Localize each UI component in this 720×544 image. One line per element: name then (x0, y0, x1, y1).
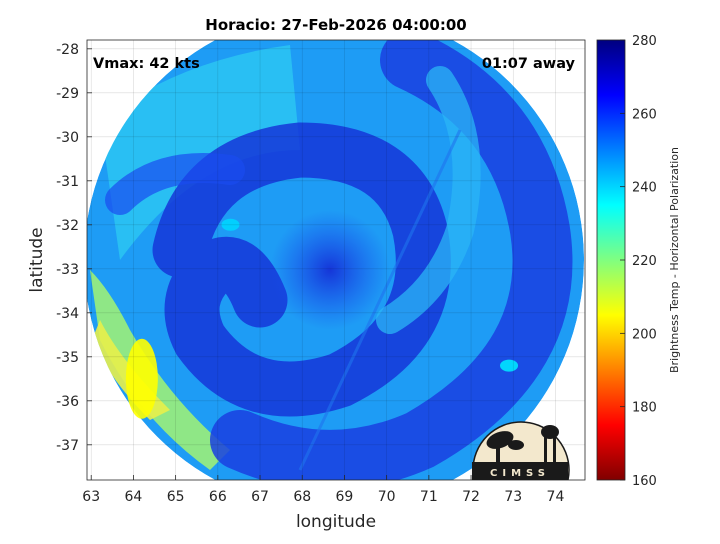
swath-band-nw (100, 45, 300, 260)
x-tick-label: 70 (378, 489, 396, 505)
x-tick-label: 74 (547, 489, 565, 505)
colorbar-tick-label: 160 (632, 474, 657, 489)
x-tick-label: 64 (125, 489, 143, 505)
satellite-dish-small-icon (508, 440, 524, 450)
y-tick-label: -32 (56, 218, 79, 234)
y-axis-ticks: -28 -29 -30 -31 -32 -33 -34 -35 -36 -37 (56, 42, 92, 454)
brightness-feature (125, 338, 158, 419)
vmax-annotation: Vmax: 42 kts (93, 56, 200, 72)
swath-band-west (90, 270, 230, 470)
colorbar-label: Brightness Temp - Horizontal Polarizatio… (668, 147, 681, 373)
colorbar-tick-label: 180 (632, 401, 657, 416)
tower-leg-right (553, 437, 556, 462)
dry-slot-east (376, 66, 481, 334)
spiral-arm-outer (210, 40, 573, 480)
time-away-annotation: 01:07 away (482, 56, 576, 72)
y-tick-label: -36 (56, 394, 79, 410)
colorbar-tick-label: 200 (632, 327, 657, 342)
brightness-feature (500, 359, 519, 372)
brightness-feature (221, 218, 240, 231)
x-axis-label: longitude (296, 512, 376, 532)
y-tick-label: -28 (56, 42, 79, 58)
y-tick-label: -34 (56, 306, 79, 322)
feature-group (125, 218, 519, 419)
y-tick-label: -35 (56, 350, 79, 366)
x-tick-label: 68 (293, 489, 311, 505)
dish-stand (496, 446, 500, 462)
colorbar-ticks: 160 180 200 220 240 260 280 (620, 34, 657, 489)
logo-banner (472, 462, 568, 480)
y-tick-label: -31 (56, 174, 79, 190)
x-axis-ticks: 63 64 65 66 67 68 69 70 71 72 73 74 (82, 475, 564, 505)
x-tick-label: 65 (167, 489, 185, 505)
y-tick-label: -37 (56, 438, 79, 454)
x-tick-label: 72 (462, 489, 480, 505)
x-tick-label: 73 (504, 489, 522, 505)
axes-frame (86, 39, 586, 481)
colorbar-tick-label: 260 (632, 107, 657, 122)
y-axis-label: latitude (27, 227, 47, 292)
x-tick-label: 71 (420, 489, 438, 505)
cimss-logo: CIMSS (472, 421, 570, 480)
colorbar-tick-label: 240 (632, 181, 657, 196)
satellite-dish-icon (486, 431, 514, 449)
logo-text: CIMSS (490, 468, 550, 479)
spiral-arm-north (105, 153, 245, 215)
chart-title: Horacio: 27-Feb-2026 04:00:00 (205, 16, 466, 34)
colorbar-tick-label: 220 (632, 254, 657, 269)
y-tick-label: -29 (56, 86, 79, 102)
microwave-swath (87, 40, 584, 480)
x-tick-label: 66 (209, 489, 227, 505)
spiral-arm-inner (152, 122, 451, 417)
storm-core (270, 210, 390, 330)
y-tick-label: -30 (56, 130, 79, 146)
y-tick-label: -33 (56, 262, 79, 278)
water-tower-icon (541, 425, 559, 439)
x-tick-label: 67 (251, 489, 269, 505)
colorbar-tick-label: 280 (632, 34, 657, 49)
tower-leg-left (544, 437, 547, 462)
x-tick-label: 63 (82, 489, 100, 505)
x-tick-label: 69 (336, 489, 354, 505)
